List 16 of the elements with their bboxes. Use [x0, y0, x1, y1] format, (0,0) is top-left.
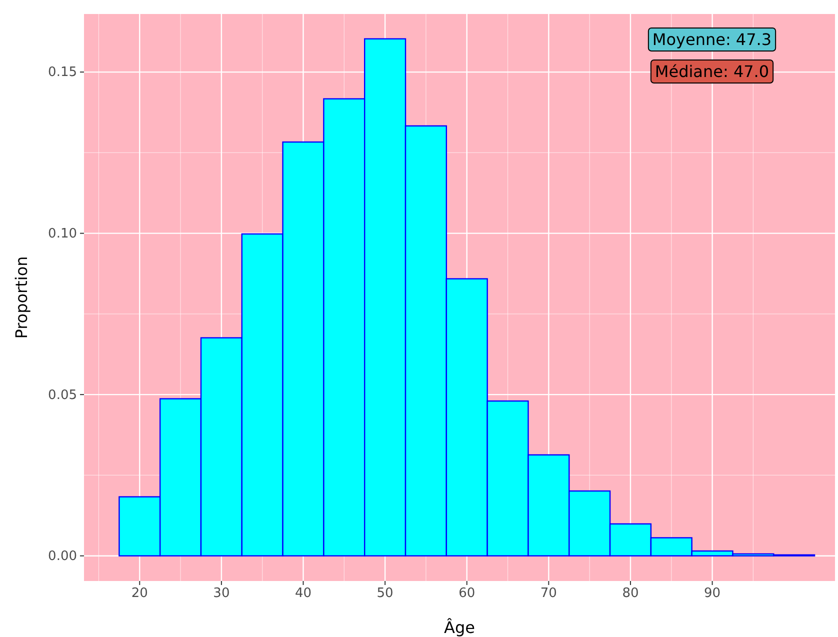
y-tick-label: 0.15	[48, 65, 77, 80]
x-axis-title: Âge	[444, 618, 475, 637]
annotation: Moyenne: 47.3	[652, 30, 772, 49]
y-axis-title: Proportion	[12, 256, 31, 339]
x-tick-label: 30	[213, 586, 230, 602]
y-tick-label: 0.05	[48, 388, 77, 403]
x-tick-label: 90	[704, 586, 721, 602]
y-tick-label: 0.00	[48, 549, 77, 564]
annotation: Médiane: 47.0	[654, 62, 770, 81]
x-tick-label: 70	[540, 586, 557, 602]
x-tick-label: 60	[458, 586, 476, 602]
y-tick-label: 0.10	[48, 226, 77, 242]
x-tick-label: 40	[294, 586, 312, 602]
x-tick-label: 80	[622, 586, 639, 602]
x-tick-label: 50	[376, 586, 394, 602]
x-tick-label: 20	[131, 586, 148, 602]
